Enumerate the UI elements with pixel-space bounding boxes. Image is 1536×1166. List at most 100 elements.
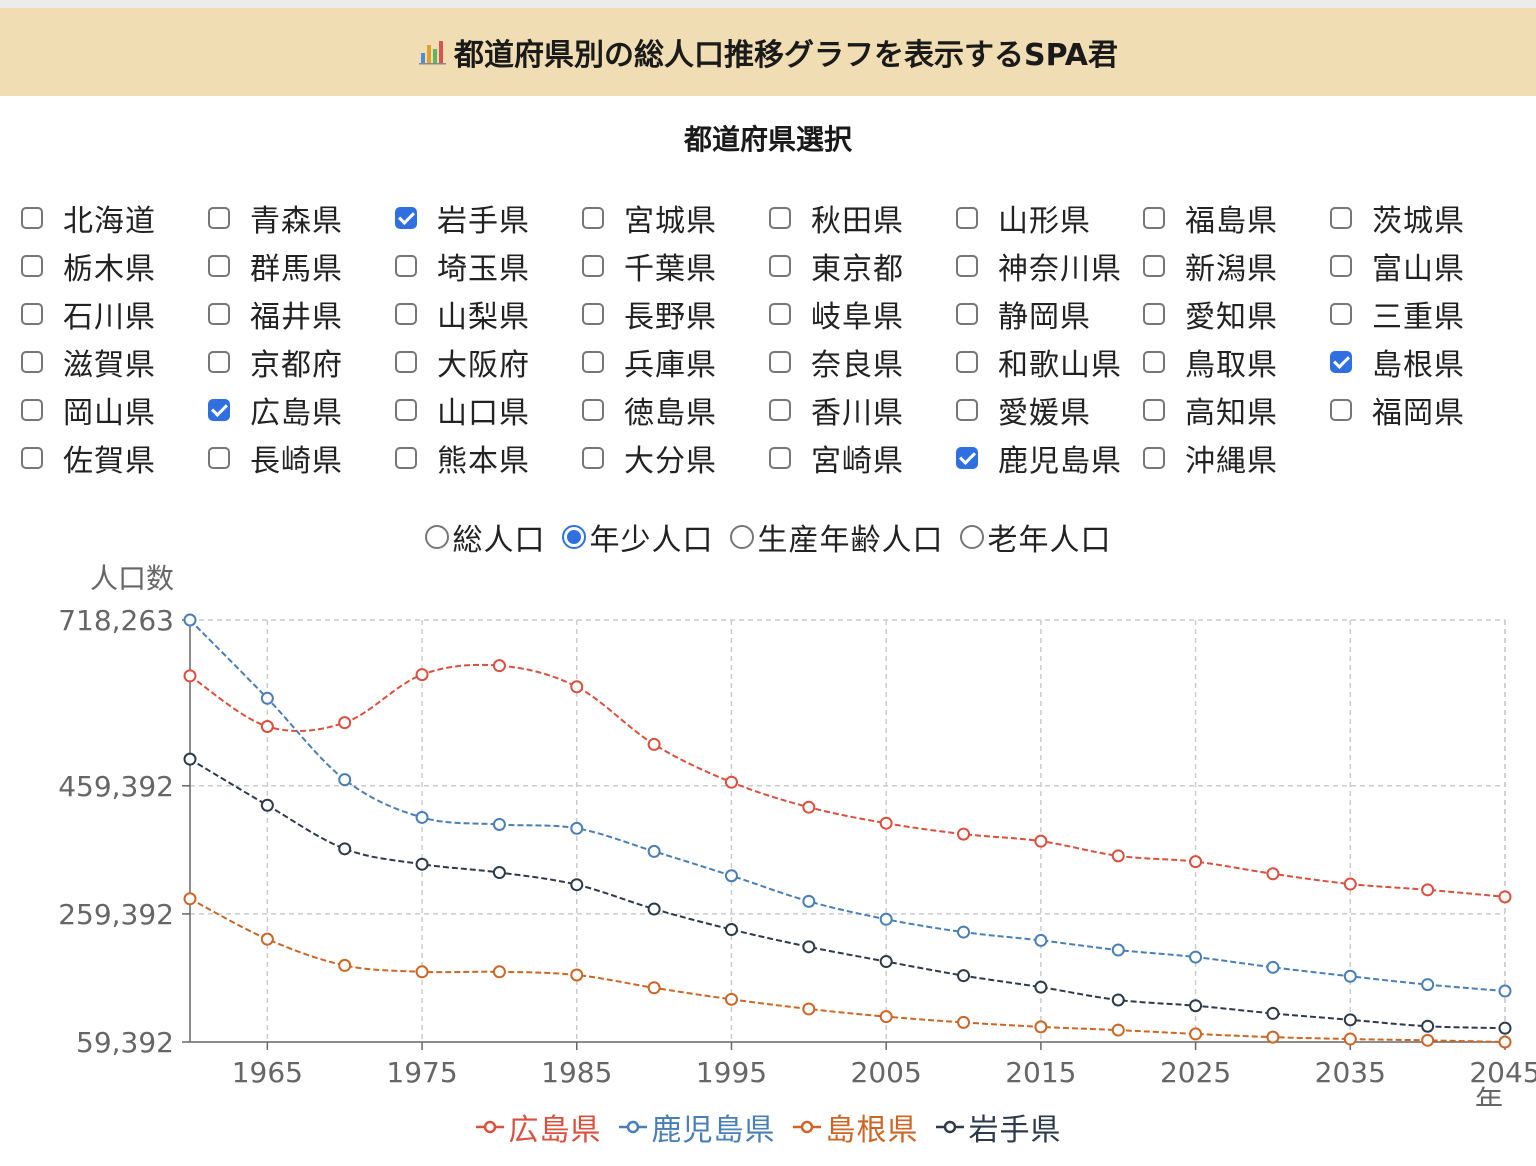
prefecture-option[interactable]: 石川県 [18,290,205,338]
prefecture-checkbox[interactable] [956,207,978,229]
prefecture-option[interactable]: 大分県 [579,434,766,482]
prefecture-checkbox[interactable] [1143,207,1165,229]
legend-item[interactable]: 鹿児島県 [618,1105,776,1149]
prefecture-option[interactable]: 香川県 [766,386,953,434]
prefecture-checkbox[interactable] [208,207,230,229]
prefecture-option[interactable]: 鹿児島県 [953,434,1140,482]
prefecture-option[interactable]: 熊本県 [392,434,579,482]
prefecture-checkbox[interactable] [582,399,604,421]
prefecture-option[interactable]: 徳島県 [579,386,766,434]
prefecture-checkbox[interactable] [21,303,43,325]
prefecture-checkbox[interactable] [1330,255,1352,277]
prefecture-checkbox[interactable] [21,207,43,229]
prefecture-checkbox[interactable] [582,303,604,325]
prefecture-option[interactable]: 島根県 [1327,338,1514,386]
population-type-option[interactable]: 総人口 [424,515,546,559]
prefecture-option[interactable]: 兵庫県 [579,338,766,386]
prefecture-checkbox[interactable] [582,255,604,277]
prefecture-checkbox[interactable] [21,351,43,373]
prefecture-checkbox[interactable] [769,303,791,325]
population-type-radio[interactable] [561,525,586,549]
prefecture-option[interactable]: 茨城県 [1327,194,1514,242]
prefecture-option[interactable]: 山形県 [953,194,1140,242]
prefecture-checkbox[interactable] [395,351,417,373]
prefecture-option[interactable]: 富山県 [1327,242,1514,290]
prefecture-option[interactable]: 青森県 [205,194,392,242]
prefecture-option[interactable]: 大阪府 [392,338,579,386]
prefecture-option[interactable]: 高知県 [1140,386,1327,434]
prefecture-checkbox[interactable] [1330,207,1352,229]
prefecture-option[interactable]: 秋田県 [766,194,953,242]
prefecture-checkbox[interactable] [208,255,230,277]
population-type-radio[interactable] [424,525,449,549]
prefecture-option[interactable]: 群馬県 [205,242,392,290]
prefecture-option[interactable]: 新潟県 [1140,242,1327,290]
prefecture-checkbox[interactable] [208,399,230,421]
prefecture-option[interactable]: 長崎県 [205,434,392,482]
prefecture-checkbox[interactable] [21,255,43,277]
prefecture-option[interactable]: 愛知県 [1140,290,1327,338]
prefecture-checkbox[interactable] [21,399,43,421]
prefecture-option[interactable]: 岩手県 [392,194,579,242]
prefecture-option[interactable]: 宮崎県 [766,434,953,482]
prefecture-option[interactable]: 宮城県 [579,194,766,242]
prefecture-option[interactable]: 福島県 [1140,194,1327,242]
prefecture-checkbox[interactable] [582,207,604,229]
prefecture-checkbox[interactable] [395,207,417,229]
prefecture-option[interactable]: 東京都 [766,242,953,290]
prefecture-checkbox[interactable] [395,447,417,469]
prefecture-option[interactable]: 栃木県 [18,242,205,290]
legend-item[interactable]: 島根県 [792,1105,919,1149]
prefecture-option[interactable]: 千葉県 [579,242,766,290]
prefecture-option[interactable]: 埼玉県 [392,242,579,290]
legend-item[interactable]: 広島県 [475,1105,602,1149]
prefecture-option[interactable]: 北海道 [18,194,205,242]
prefecture-option[interactable]: 静岡県 [953,290,1140,338]
prefecture-checkbox[interactable] [769,351,791,373]
prefecture-option[interactable]: 和歌山県 [953,338,1140,386]
prefecture-option[interactable]: 山梨県 [392,290,579,338]
prefecture-option[interactable]: 佐賀県 [18,434,205,482]
prefecture-checkbox[interactable] [1143,303,1165,325]
prefecture-checkbox[interactable] [769,207,791,229]
population-type-radio[interactable] [729,525,754,549]
prefecture-option[interactable]: 三重県 [1327,290,1514,338]
prefecture-checkbox[interactable] [1143,399,1165,421]
prefecture-checkbox[interactable] [769,399,791,421]
prefecture-option[interactable]: 京都府 [205,338,392,386]
prefecture-option[interactable]: 岐阜県 [766,290,953,338]
prefecture-option[interactable]: 沖縄県 [1140,434,1327,482]
prefecture-option[interactable]: 福井県 [205,290,392,338]
prefecture-checkbox[interactable] [769,447,791,469]
legend-item[interactable]: 岩手県 [935,1105,1062,1149]
population-type-radio[interactable] [959,525,984,549]
prefecture-checkbox[interactable] [956,351,978,373]
population-type-option[interactable]: 老年人口 [959,515,1112,559]
prefecture-checkbox[interactable] [1330,303,1352,325]
prefecture-checkbox[interactable] [769,255,791,277]
prefecture-checkbox[interactable] [1330,399,1352,421]
prefecture-checkbox[interactable] [582,351,604,373]
prefecture-option[interactable]: 広島県 [205,386,392,434]
prefecture-option[interactable]: 山口県 [392,386,579,434]
prefecture-checkbox[interactable] [395,399,417,421]
prefecture-checkbox[interactable] [956,399,978,421]
prefecture-checkbox[interactable] [208,447,230,469]
prefecture-checkbox[interactable] [395,255,417,277]
prefecture-option[interactable]: 長野県 [579,290,766,338]
prefecture-checkbox[interactable] [1143,255,1165,277]
prefecture-option[interactable]: 神奈川県 [953,242,1140,290]
prefecture-checkbox[interactable] [208,351,230,373]
prefecture-checkbox[interactable] [582,447,604,469]
population-type-option[interactable]: 生産年齢人口 [729,515,944,559]
prefecture-checkbox[interactable] [1143,351,1165,373]
prefecture-option[interactable]: 滋賀県 [18,338,205,386]
prefecture-checkbox[interactable] [956,447,978,469]
prefecture-checkbox[interactable] [21,447,43,469]
prefecture-checkbox[interactable] [956,303,978,325]
prefecture-option[interactable]: 愛媛県 [953,386,1140,434]
prefecture-option[interactable]: 岡山県 [18,386,205,434]
prefecture-checkbox[interactable] [1330,351,1352,373]
prefecture-option[interactable]: 奈良県 [766,338,953,386]
prefecture-checkbox[interactable] [956,255,978,277]
